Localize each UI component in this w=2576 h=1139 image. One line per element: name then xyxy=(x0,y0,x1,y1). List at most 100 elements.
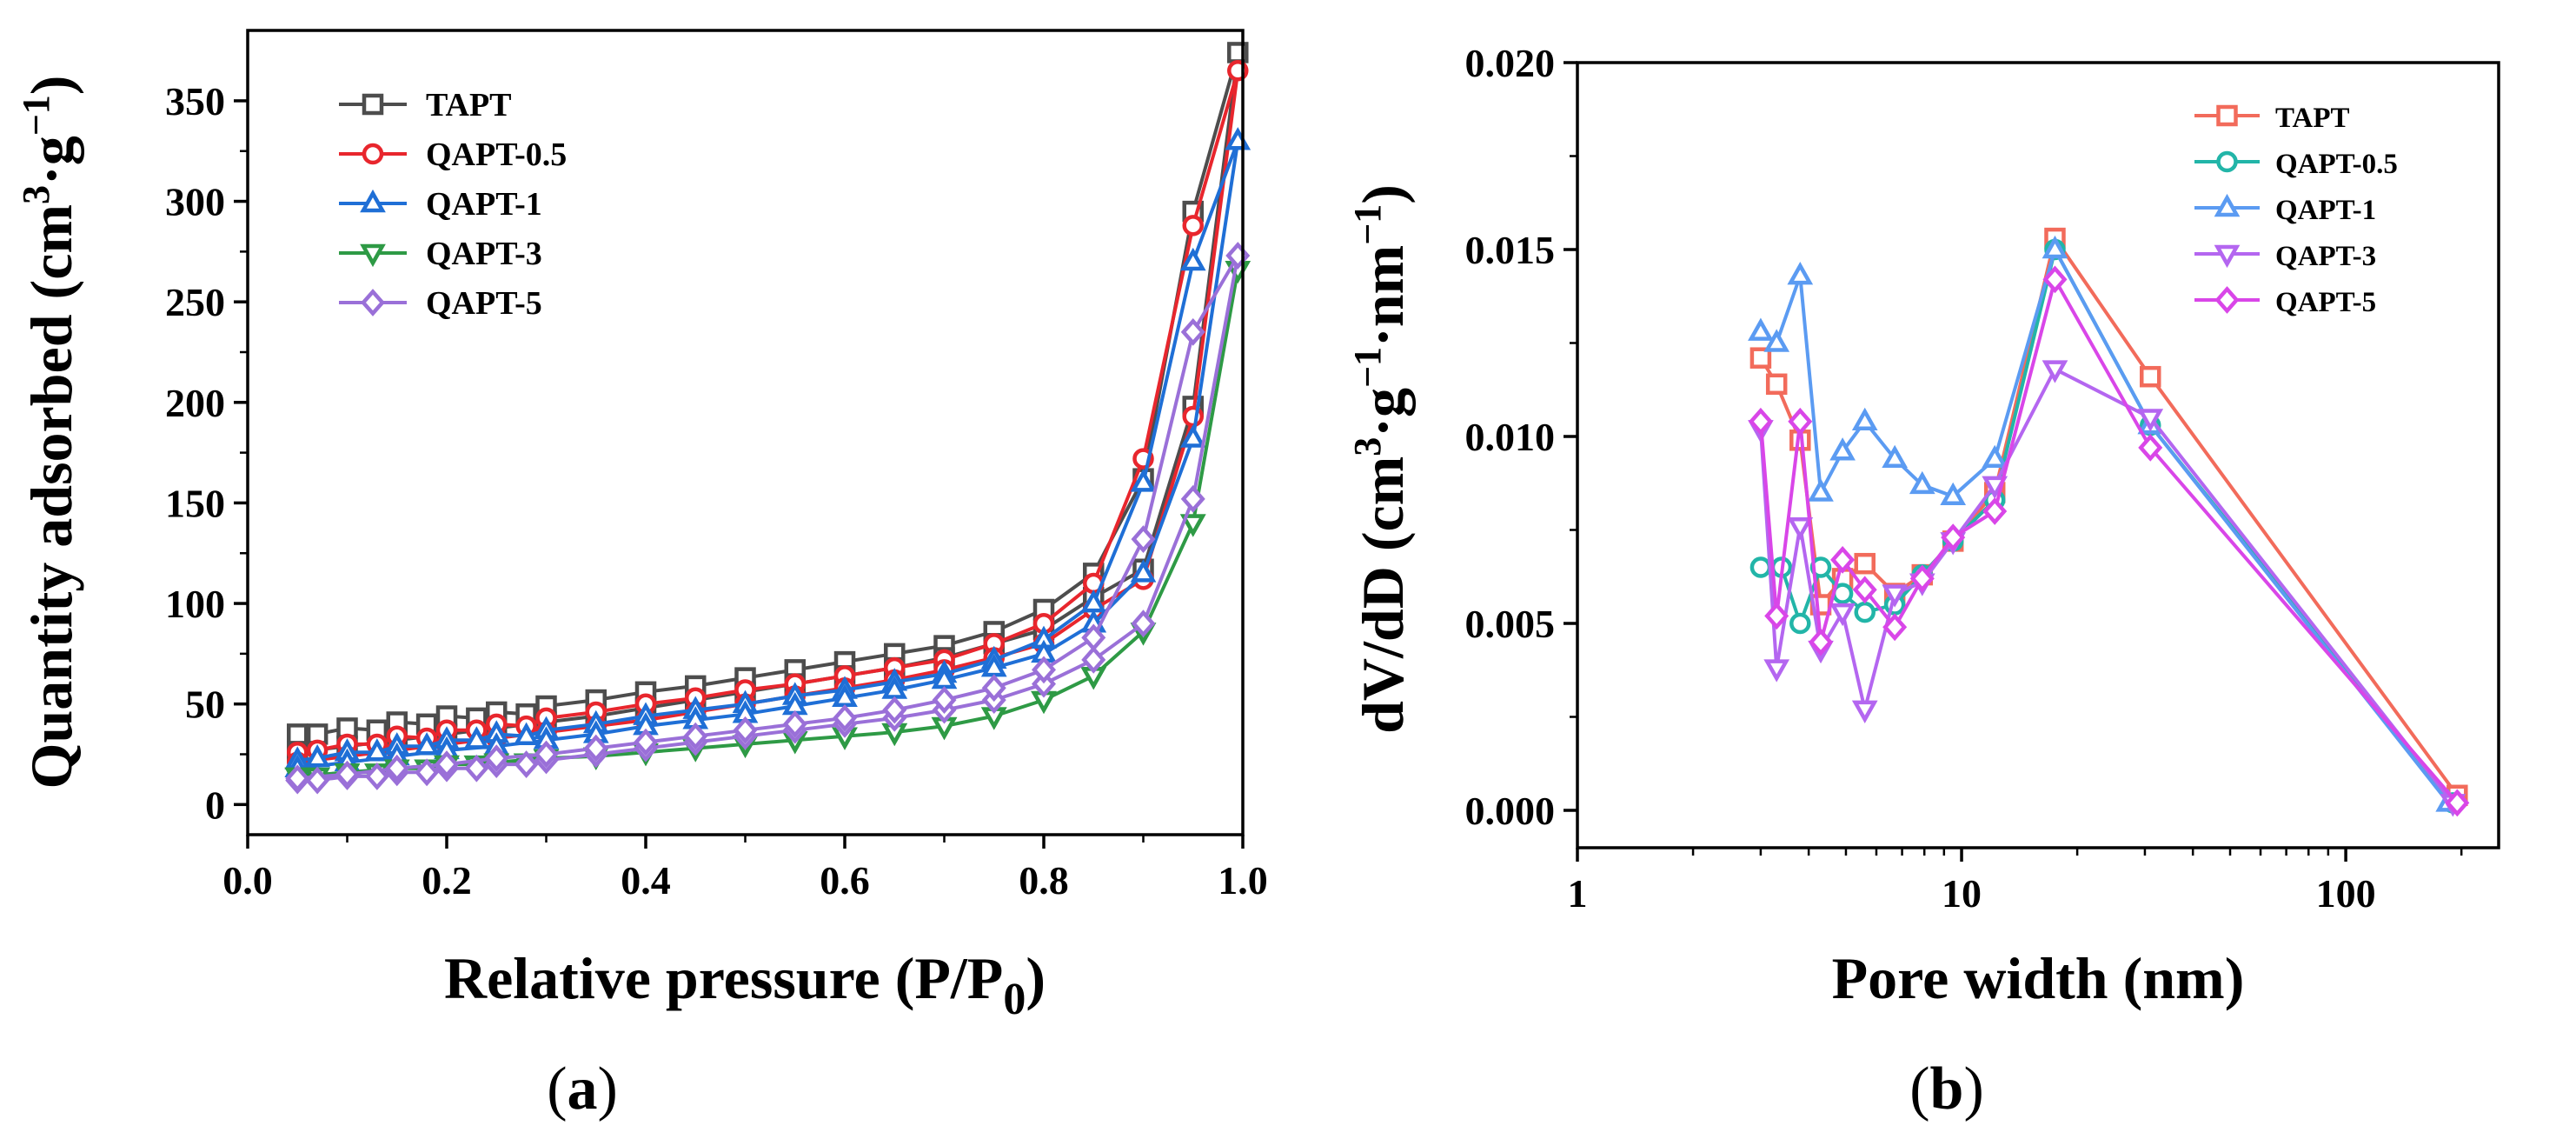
b-data-point-QAPT-1 xyxy=(1787,262,1814,285)
a-legend-item-QAPT-1: QAPT-1 xyxy=(339,186,542,223)
a-data-point-QAPT-5 xyxy=(1180,317,1205,346)
a-legend-marker xyxy=(362,93,384,116)
a-x-tick-label: 0.6 xyxy=(820,858,870,903)
a-data-point-QAPT-5 xyxy=(335,760,360,789)
a-data-point-QAPT-5 xyxy=(583,734,608,763)
b-data-point-QAPT-5 xyxy=(1882,613,1908,642)
panel-b: 1 10 100 0.000 0.005 0.010 0.015 0.020 dV/dD (c… xyxy=(1346,41,2500,1122)
a-data-point-QAPT-5 xyxy=(1131,525,1156,553)
b-data-point-QAPT-1 xyxy=(1940,482,1967,506)
b-x-tick-label: 100 xyxy=(2316,871,2376,916)
b-data-point-QAPT-5 xyxy=(2138,433,2163,462)
a-data-point-QAPT-1 xyxy=(1130,559,1157,583)
b-legend-item-QAPT-0.5: QAPT-0.5 xyxy=(2194,149,2398,180)
b-data-point-QAPT-3 xyxy=(2042,360,2068,383)
b-data-point-QAPT-5 xyxy=(1830,545,1856,574)
a-data-point-TAPT xyxy=(287,723,309,745)
a-data-point-QAPT-5 xyxy=(782,709,807,738)
b-data-point-QAPT-1 xyxy=(1982,444,2008,469)
a-legend-item-QAPT-5: QAPT-5 xyxy=(339,285,542,322)
a-data-point-QAPT-5 xyxy=(415,758,440,787)
a-data-point-QAPT-5 xyxy=(364,763,389,790)
a-data-point-QAPT-1 xyxy=(414,732,440,756)
b-legend-marker xyxy=(2214,244,2241,269)
b-legend-marker xyxy=(2216,104,2238,127)
b-data-point-QAPT-5 xyxy=(1809,628,1834,656)
a-series-QAPT-1 xyxy=(284,127,1251,777)
b-data-point-QAPT-1 xyxy=(1909,470,1935,495)
a-x-tick-label: 0.2 xyxy=(422,858,472,903)
b-legend-label: TAPT xyxy=(2275,103,2350,134)
b-data-point-TAPT xyxy=(1749,347,1772,369)
a-legend-label: QAPT-3 xyxy=(426,236,542,272)
a-data-point-QAPT-5 xyxy=(484,744,509,773)
a-panel-label: (a) xyxy=(547,1056,618,1122)
b-data-point-TAPT xyxy=(1765,373,1788,396)
a-legend-label: TAPT xyxy=(426,87,512,123)
b-data-point-QAPT-5 xyxy=(1788,407,1813,436)
b-legend-label: QAPT-5 xyxy=(2275,287,2376,318)
b-data-point-QAPT-5 xyxy=(1941,523,1966,552)
a-legend-marker xyxy=(360,189,386,213)
b-data-point-QAPT-3 xyxy=(1829,603,1856,627)
a-legend-marker xyxy=(360,243,386,268)
panel-a: 0.0 0.2 0.4 0.6 0.8 1.0050100150200250300350 … xyxy=(15,29,1268,1122)
b-x-tick-label: 1 xyxy=(1568,871,1588,916)
b-y-tick-label: 0.010 xyxy=(1465,415,1556,459)
b-data-point-QAPT-1 xyxy=(1748,317,1774,341)
b-data-point-QAPT-0.5 xyxy=(1749,556,1772,578)
b-legend-marker xyxy=(2214,193,2241,217)
a-legend-item-QAPT-0.5: QAPT-0.5 xyxy=(339,137,567,173)
a-data-point-QAPT-5 xyxy=(683,722,708,750)
a-data-point-QAPT-5 xyxy=(1081,645,1106,674)
a-x-tick-label: 0.4 xyxy=(621,858,671,903)
b-data-point-QAPT-1 xyxy=(1763,329,1790,352)
a-data-point-QAPT-0.5 xyxy=(1182,405,1204,428)
a-data-point-QAPT-1 xyxy=(363,738,390,762)
a-data-point-QAPT-5 xyxy=(634,728,658,756)
b-data-point-TAPT xyxy=(1854,552,1876,575)
a-data-point-QAPT-1 xyxy=(1179,424,1206,448)
b-legend-marker xyxy=(2214,286,2240,314)
a-legend-item-TAPT: TAPT xyxy=(339,87,512,123)
a-y-tick-label: 300 xyxy=(165,180,225,224)
b-data-point-QAPT-3 xyxy=(1787,516,1814,541)
a-y-tick-label: 150 xyxy=(165,481,225,525)
a-data-point-QAPT-5 xyxy=(514,750,539,778)
b-legend-item-QAPT-5: QAPT-5 xyxy=(2194,286,2376,318)
b-legend-item-QAPT-3: QAPT-3 xyxy=(2194,241,2376,272)
a-legend-label: QAPT-1 xyxy=(426,186,542,223)
a-x-axis-title: Relative pressure (P/P0) xyxy=(444,945,1046,1024)
a-data-point-QAPT-1 xyxy=(463,726,490,749)
a-legend: TAPT QAPT-0.5 QAPT-1 QAPT-3 QAPT-5 xyxy=(339,87,567,322)
a-x-tick-label: 1.0 xyxy=(1218,858,1268,903)
a-y-tick-label: 350 xyxy=(165,79,225,123)
b-data-point-TAPT xyxy=(2140,365,2161,388)
a-data-point-QAPT-5 xyxy=(305,766,330,795)
a-y-axis-title: Quantity adsorbed (cm3·g−1) xyxy=(15,76,84,789)
a-data-point-QAPT-1 xyxy=(513,722,540,745)
b-panel-label: (b) xyxy=(1909,1056,1984,1122)
b-data-point-QAPT-5 xyxy=(2042,265,2068,294)
a-data-point-QAPT-5 xyxy=(733,716,758,744)
b-y-tick-label: 0.020 xyxy=(1465,41,1556,85)
b-axis-ticks: 1 10 100 0.000 0.005 0.010 0.015 0.020 xyxy=(1465,41,2463,916)
b-data-point-QAPT-3 xyxy=(2137,409,2164,432)
b-plot-frame xyxy=(1576,61,2500,849)
a-data-point-QAPT-1 xyxy=(1179,247,1206,271)
b-legend-item-TAPT: TAPT xyxy=(2194,103,2350,134)
b-legend: TAPT QAPT-0.5 QAPT-1 QAPT-3 QAPT-5 xyxy=(2194,103,2398,318)
a-y-tick-label: 50 xyxy=(185,683,225,727)
a-data-point-QAPT-5 xyxy=(285,764,310,793)
b-legend-item-QAPT-1: QAPT-1 xyxy=(2194,193,2376,226)
a-data-point-QAPT-1 xyxy=(304,744,331,768)
a-y-tick-label: 200 xyxy=(165,381,225,425)
a-legend-label: QAPT-5 xyxy=(426,285,542,322)
a-data-point-QAPT-0.5 xyxy=(1182,215,1204,236)
b-y-tick-label: 0.015 xyxy=(1465,228,1556,272)
a-data-point-QAPT-5 xyxy=(1032,669,1056,698)
a-data-point-QAPT-5 xyxy=(534,740,559,769)
a-series-group xyxy=(284,42,1251,795)
a-data-point-QAPT-5 xyxy=(1081,623,1106,652)
